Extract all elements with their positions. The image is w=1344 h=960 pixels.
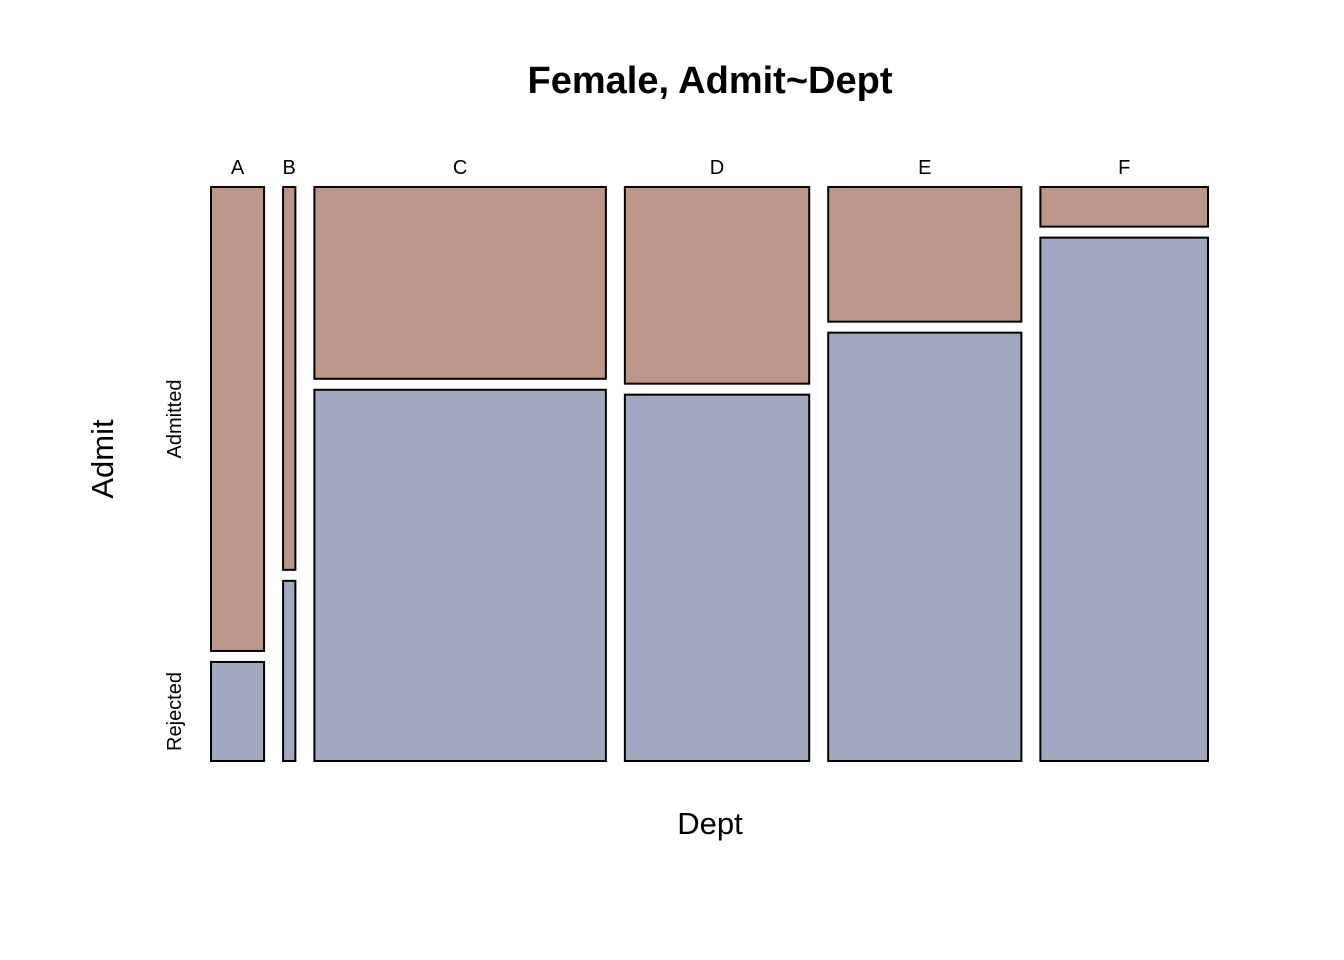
level-label-rejected: Rejected (164, 672, 186, 751)
tile-b-rejected (282, 579, 297, 763)
category-label-f: F (1118, 157, 1130, 179)
category-label-c: C (453, 157, 467, 179)
category-label-b: B (283, 157, 296, 179)
level-label-admitted: Admitted (164, 380, 186, 459)
category-label-a: A (231, 157, 245, 179)
tile-a-admitted (210, 186, 266, 652)
category-labels: A B C D E F (231, 157, 1130, 179)
tile-d-rejected (623, 393, 811, 762)
category-label-e: E (918, 157, 931, 179)
tile-d-admitted (623, 186, 811, 385)
tile-c-admitted (313, 186, 607, 380)
tile-a-rejected (210, 660, 266, 762)
tile-b-admitted (282, 186, 297, 571)
tile-c-rejected (313, 388, 607, 762)
tile-e-admitted (827, 186, 1023, 323)
tile-f-admitted (1039, 186, 1209, 228)
level-labels: Admitted Rejected (164, 380, 186, 751)
x-axis-label: Dept (677, 806, 743, 841)
category-label-d: D (710, 157, 724, 179)
mosaic-tiles (210, 186, 1209, 763)
tile-f-rejected (1039, 236, 1209, 762)
y-axis-label: Admit (85, 419, 120, 499)
tile-e-rejected (827, 331, 1023, 762)
chart-title: Female, Admit~Dept (528, 60, 893, 102)
